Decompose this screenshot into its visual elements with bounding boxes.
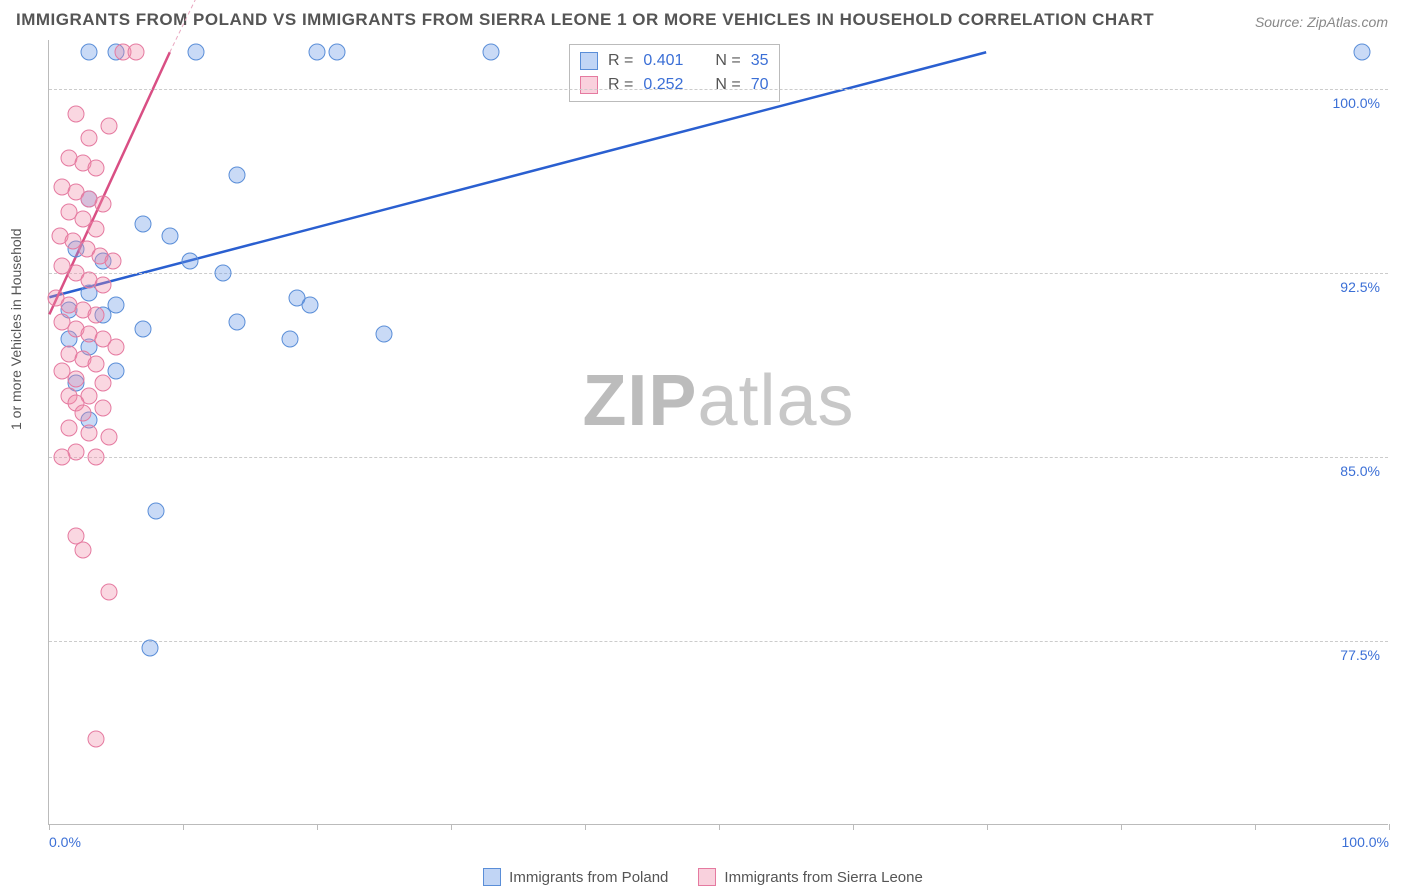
data-point	[161, 228, 178, 245]
n-value-sierra-leone: 70	[751, 73, 769, 97]
legend-bottom: Immigrants from Poland Immigrants from S…	[0, 868, 1406, 886]
stats-row-sierra-leone: R = 0.252 N = 70	[580, 73, 769, 97]
data-point	[282, 331, 299, 348]
chart-title: IMMIGRANTS FROM POLAND VS IMMIGRANTS FRO…	[16, 10, 1154, 30]
x-tick	[853, 824, 854, 830]
x-tick	[49, 824, 50, 830]
data-point	[81, 44, 98, 61]
legend-label-poland: Immigrants from Poland	[509, 869, 668, 886]
n-label: N =	[715, 49, 740, 73]
x-tick	[987, 824, 988, 830]
trend-lines-layer	[49, 40, 1388, 824]
data-point	[101, 583, 118, 600]
y-axis-label: 1 or more Vehicles in Household	[8, 228, 24, 430]
data-point	[87, 159, 104, 176]
data-point	[134, 215, 151, 232]
data-point	[148, 503, 165, 520]
watermark-rest: atlas	[697, 361, 854, 441]
x-tick	[1255, 824, 1256, 830]
scatter-plot-area: ZIPatlas R = 0.401 N = 35 R = 0.252 N = …	[48, 40, 1388, 825]
swatch-blue-icon	[580, 52, 598, 70]
legend-label-sierra-leone: Immigrants from Sierra Leone	[724, 869, 922, 886]
watermark: ZIPatlas	[582, 360, 854, 442]
legend-item-sierra-leone: Immigrants from Sierra Leone	[698, 868, 922, 886]
data-point	[1354, 44, 1371, 61]
r-label: R =	[608, 49, 633, 73]
data-point	[87, 449, 104, 466]
y-tick-label: 85.0%	[1340, 463, 1380, 479]
data-point	[81, 424, 98, 441]
data-point	[376, 326, 393, 343]
data-point	[61, 419, 78, 436]
data-point	[87, 306, 104, 323]
r-label: R =	[608, 73, 633, 97]
data-point	[105, 252, 122, 269]
gridline	[49, 89, 1388, 90]
data-point	[94, 375, 111, 392]
data-point	[141, 640, 158, 657]
data-point	[101, 429, 118, 446]
data-point	[215, 265, 232, 282]
swatch-pink-icon	[698, 868, 716, 886]
x-tick	[183, 824, 184, 830]
gridline	[49, 641, 1388, 642]
data-point	[87, 731, 104, 748]
data-point	[87, 220, 104, 237]
swatch-pink-icon	[580, 76, 598, 94]
data-point	[128, 44, 145, 61]
data-point	[108, 363, 125, 380]
data-point	[94, 196, 111, 213]
data-point	[74, 404, 91, 421]
data-point	[483, 44, 500, 61]
watermark-bold: ZIP	[582, 361, 697, 441]
data-point	[101, 117, 118, 134]
data-point	[302, 296, 319, 313]
data-point	[134, 321, 151, 338]
r-value-poland: 0.401	[643, 49, 683, 73]
y-tick-label: 77.5%	[1340, 647, 1380, 663]
data-point	[67, 105, 84, 122]
y-tick-label: 100.0%	[1333, 95, 1380, 111]
data-point	[54, 449, 71, 466]
x-tick-label: 100.0%	[1342, 834, 1389, 850]
x-tick	[451, 824, 452, 830]
stats-row-poland: R = 0.401 N = 35	[580, 49, 769, 73]
data-point	[94, 399, 111, 416]
data-point	[329, 44, 346, 61]
data-point	[188, 44, 205, 61]
data-point	[228, 314, 245, 331]
n-label: N =	[715, 73, 740, 97]
data-point	[108, 338, 125, 355]
data-point	[309, 44, 326, 61]
gridline	[49, 273, 1388, 274]
data-point	[67, 370, 84, 387]
correlation-stats-box: R = 0.401 N = 35 R = 0.252 N = 70	[569, 44, 780, 102]
data-point	[228, 166, 245, 183]
x-tick	[1389, 824, 1390, 830]
x-tick-label: 0.0%	[49, 834, 81, 850]
y-tick-label: 92.5%	[1340, 279, 1380, 295]
source-attribution: Source: ZipAtlas.com	[1255, 14, 1388, 30]
data-point	[181, 252, 198, 269]
n-value-poland: 35	[751, 49, 769, 73]
x-tick	[1121, 824, 1122, 830]
legend-item-poland: Immigrants from Poland	[483, 868, 668, 886]
data-point	[81, 130, 98, 147]
swatch-blue-icon	[483, 868, 501, 886]
r-value-sierra-leone: 0.252	[643, 73, 683, 97]
x-tick	[719, 824, 720, 830]
data-point	[94, 277, 111, 294]
gridline	[49, 457, 1388, 458]
x-tick	[317, 824, 318, 830]
x-tick	[585, 824, 586, 830]
data-point	[74, 542, 91, 559]
data-point	[87, 355, 104, 372]
